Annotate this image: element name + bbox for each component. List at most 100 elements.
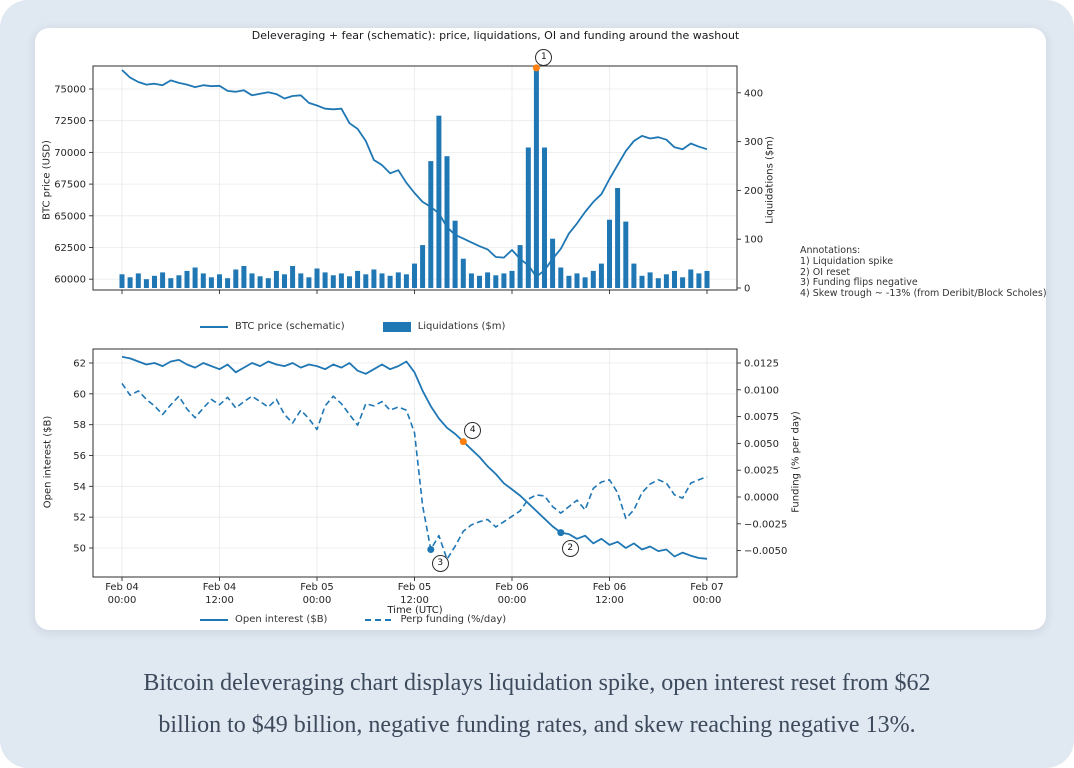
y-tick-label: 400 (744, 88, 763, 99)
liquidation-bar (452, 220, 458, 288)
legend-item: Liquidations ($m) (382, 321, 506, 332)
liquidation-bar (347, 276, 352, 288)
y-tick-label: 54 (73, 482, 86, 493)
x-tick-label: Feb 05 00:00 (300, 582, 334, 606)
liquidation-bar (420, 245, 426, 288)
liquidation-bar (607, 219, 612, 288)
liquidation-bar (330, 275, 336, 288)
caption-line-2: billion to $49 billion, negative funding… (158, 712, 916, 738)
liquidation-bar (582, 277, 588, 288)
liquidation-bar (379, 273, 385, 288)
liquidation-bar (306, 277, 312, 288)
liquidation-bar (314, 268, 320, 288)
x-tick-label: Feb 05 12:00 (398, 582, 432, 606)
y-tick-label: 200 (744, 186, 763, 197)
legend-item: Perp funding (%/day) (365, 614, 506, 625)
legend-item: Open interest ($B) (200, 614, 327, 625)
y-tick-label: 70000 (54, 148, 86, 159)
y-axis-label-liquidations: Liquidations ($m) (764, 136, 776, 224)
liquidation-bar (143, 279, 149, 288)
liquidation-bar (639, 275, 645, 288)
y-tick-label: 62 (73, 359, 86, 370)
y-tick-label: 72500 (54, 116, 86, 127)
liquidation-bar (403, 274, 409, 288)
annotation-badge-1: 1 (535, 48, 553, 66)
liquidation-bar (566, 275, 572, 288)
liquidation-bar (257, 276, 263, 288)
y-tick-label: 60000 (54, 275, 86, 286)
liquidation-bar (688, 269, 694, 288)
liquidation-bar (428, 161, 434, 288)
btc-price-line (121, 69, 708, 278)
y-tick-label: 0.0000 (744, 493, 779, 504)
liquidation-bar (355, 270, 361, 288)
liquidation-bar (192, 267, 198, 288)
liquidation-bar (574, 273, 580, 288)
legend-label: Liquidations ($m) (417, 321, 506, 332)
legend-item: BTC price (schematic) (200, 321, 345, 332)
liquidation-bar (615, 188, 621, 288)
liquidation-bar (631, 263, 637, 288)
liquidation-bar (696, 273, 702, 288)
plot-border (92, 348, 738, 578)
liquidation-bar (249, 273, 255, 288)
annotation-item-2: 2) OI reset (800, 266, 851, 278)
y-tick-label: −0.0050 (744, 546, 787, 557)
y-tick-label: 65000 (54, 211, 86, 222)
liquidation-bar (152, 275, 157, 288)
liquidation-bar (436, 115, 442, 288)
y-tick-label: 0.0025 (744, 466, 779, 477)
liquidation-bar (135, 273, 141, 288)
liquidation-bar (371, 269, 377, 288)
y-axis-label-funding: Funding (% per day) (790, 411, 802, 513)
open-interest-line (121, 355, 708, 560)
liquidation-bar (363, 274, 369, 288)
liquidation-bar (558, 267, 564, 288)
liquidation-bar (672, 270, 677, 288)
y-tick-label: 0.0050 (744, 439, 779, 450)
liquidation-bar (338, 273, 344, 288)
bottom-chart-legend: Open interest ($B) Perp funding (%/day) (200, 612, 506, 627)
y-tick-label: 60 (73, 389, 86, 400)
liquidation-bar (290, 266, 296, 288)
liquidation-bar (387, 275, 393, 288)
liquidation-bar (517, 245, 523, 288)
caption: Bitcoin deleveraging chart displays liqu… (20, 662, 1054, 746)
liquidation-bar (655, 278, 661, 288)
annotation-badge-2: 2 (561, 539, 579, 557)
perp-funding-line (121, 382, 708, 560)
liquidation-bar (542, 147, 547, 288)
legend-label: Open interest ($B) (235, 614, 328, 625)
legend-swatch-line (200, 618, 228, 621)
annotation-badge-4: 4 (464, 421, 482, 439)
liquidation-bar (468, 273, 474, 288)
liquidation-bar (704, 270, 710, 288)
liquidation-bar (265, 278, 271, 288)
liquidation-bar (550, 238, 556, 288)
annotation-item-4: 4) Skew trough ~ -13% (from Deribit/Bloc… (800, 288, 1047, 300)
y-tick-label: 300 (744, 137, 763, 148)
liquidation-bar (663, 274, 669, 288)
liquidation-bar (127, 277, 133, 288)
liquidation-bar (200, 273, 206, 288)
liquidation-bar (485, 272, 491, 288)
annotation-item-3: 3) Funding flips negative (800, 277, 918, 289)
y-tick-label: 52 (73, 513, 86, 524)
figure-svg: 60000 62500 65000 67500 70000 72500 75000 0 100 2… (54, 64, 787, 606)
y-axis-label-open-interest: Open interest ($B) (42, 415, 54, 509)
top-chart-legend: BTC price (schematic) Liquidations ($m) (200, 319, 505, 334)
liquidation-bar (590, 270, 596, 288)
liquidation-bar (168, 278, 174, 288)
y-tick-label: 0.0125 (744, 359, 779, 370)
y-tick-label: 75000 (54, 85, 86, 96)
y-tick-label: −0.0025 (744, 519, 787, 530)
y-tick-label: 62500 (54, 243, 86, 254)
liquidation-bar (322, 272, 328, 288)
liquidation-bar (241, 266, 247, 288)
liquidation-bar (460, 258, 466, 288)
x-tick-label: Feb 06 12:00 (593, 582, 627, 606)
liquidation-bar (273, 270, 279, 288)
liquidation-bar (647, 272, 653, 288)
liquidation-bar (525, 147, 531, 288)
